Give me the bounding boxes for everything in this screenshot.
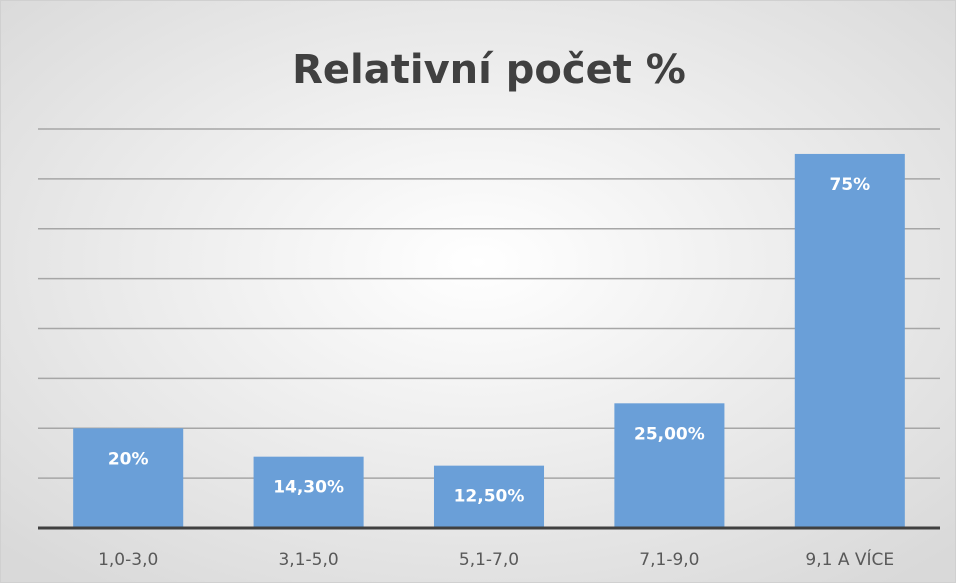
data-label: 20%	[108, 449, 149, 469]
bar	[73, 428, 184, 528]
bar	[794, 153, 905, 528]
data-label: 25,00%	[634, 424, 705, 444]
data-label: 75%	[829, 175, 870, 195]
data-label: 14,30%	[273, 478, 344, 498]
data-label: 12,50%	[454, 487, 525, 507]
x-tick-label: 1,0-3,0	[98, 550, 158, 570]
bar	[433, 465, 545, 528]
x-tick-label: 9,1 A VÍCE	[805, 548, 894, 570]
bar	[253, 456, 364, 528]
x-tick-label: 7,1-9,0	[639, 550, 699, 570]
x-tick-label: 3,1-5,0	[278, 550, 338, 570]
chart-title: Relativní počet %	[292, 47, 686, 93]
bar	[614, 403, 725, 528]
x-tick-label: 5,1-7,0	[459, 550, 519, 570]
